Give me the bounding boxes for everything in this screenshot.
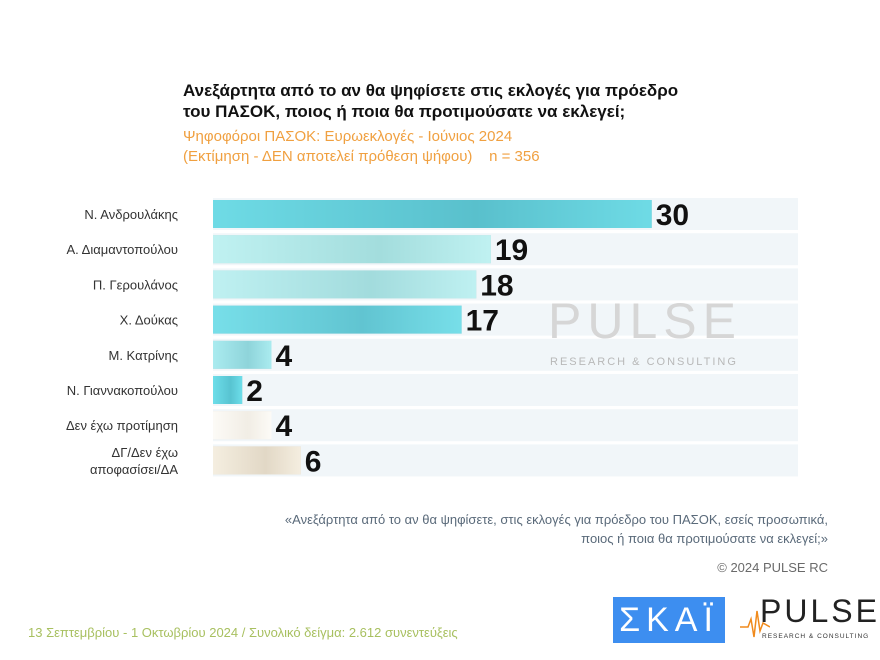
bar [213,200,652,228]
value-label: 4 [276,410,293,443]
chart-subtitle: Ψηφοφόροι ΠΑΣΟΚ: Ευρωεκλογές - Ιούνιος 2… [183,127,540,167]
watermark-sub: RESEARCH & CONSULTING [550,356,738,368]
value-label: 2 [246,375,263,408]
category-label: Π. Γερουλάνος [93,277,178,292]
bar-track [213,374,798,406]
subtitle-line: Ψηφοφόροι ΠΑΣΟΚ: Ευρωεκλογές - Ιούνιος 2… [183,128,513,145]
value-label: 19 [495,234,528,267]
bar [213,446,301,475]
skai-logo: ΣΚΑΪ [613,597,725,643]
watermark: PULSE [548,293,742,349]
category-label: Α. Διαμαντοπούλου [66,242,178,257]
copyright: © 2024 PULSE RC [717,560,828,575]
category-label: αποφασίσει/ΔΑ [90,462,178,477]
subtitle-line: (Εκτίμηση - ΔΕΝ αποτελεί πρόθεση ψήφου) … [183,148,540,165]
category-label: Ν. Ανδρουλάκης [84,207,178,222]
pulse-logo: PULSE RESEARCH & CONSULTING [740,593,877,643]
bar [213,340,272,369]
note-line: ποιος ή ποια θα προτιμούσατε να εκλεγεί;… [581,531,828,546]
footer: 13 Σεπτεμβρίου - 1 Οκτωβρίου 2024 / Συνο… [28,625,458,640]
bar [213,270,477,299]
category-label: Ν. Γιαννακοπούλου [67,383,178,398]
value-label: 30 [656,199,689,232]
bar-track [213,338,798,371]
value-label: 6 [305,445,322,478]
question-note: «Ανεξάρτητα από το αν θα ψηφίσετε, στις … [208,510,828,548]
chart-title: Ανεξάρτητα από το αν θα ψηφίσετε στις εκ… [183,81,679,121]
bar-chart: Ν. Ανδρουλάκης 30 Α. Διαμαντοπούλου 19 Π. Γε… [66,198,798,478]
value-label: 17 [466,305,499,338]
category-label: Μ. Κατρίνης [109,348,179,363]
value-label: 18 [480,269,513,302]
bar [213,376,243,404]
category-label: Δεν έχω προτίμηση [66,418,178,433]
value-label: 4 [276,340,293,373]
bar [213,235,491,264]
bar-track [213,444,798,477]
bar-track [213,409,798,442]
category-label: Χ. Δούκας [120,313,178,328]
bar [213,411,272,440]
note-line: «Ανεξάρτητα από το αν θα ψηφίσετε, στις … [284,512,828,527]
bar [213,305,462,334]
category-label: ΔΓ/Δεν έχω [112,445,178,460]
